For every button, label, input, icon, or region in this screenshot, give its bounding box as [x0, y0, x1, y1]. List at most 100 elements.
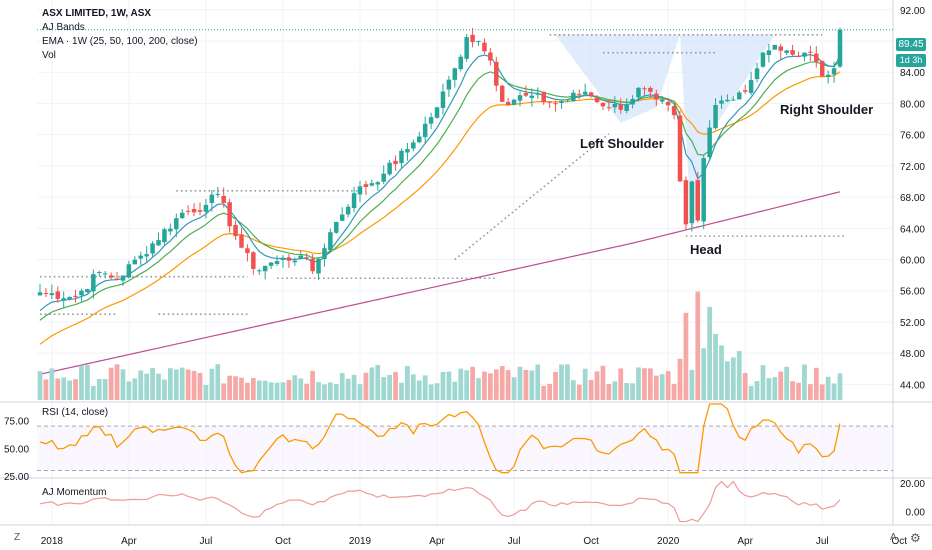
candle-body	[262, 265, 268, 272]
candle-body	[73, 295, 78, 297]
candles	[37, 27, 843, 309]
volume-bar	[565, 364, 570, 400]
candle-body	[814, 53, 819, 62]
volume-bar	[772, 377, 778, 400]
volume-bar	[766, 378, 772, 400]
volume-bar	[505, 370, 511, 400]
candle-body	[802, 52, 807, 57]
auto-scale-button[interactable]: A	[890, 532, 897, 543]
price-tick-label: 76.00	[900, 131, 925, 142]
candle-body	[535, 93, 541, 95]
volume-bar	[185, 369, 191, 400]
volume-bar	[322, 384, 327, 400]
candle-body	[618, 104, 623, 110]
volume-bar	[67, 380, 72, 400]
price-tick-label: 92.00	[900, 6, 925, 17]
candle-body	[737, 92, 742, 100]
rsi-line	[39, 403, 841, 474]
candle-body	[837, 29, 843, 67]
volume-bar	[695, 291, 701, 400]
candle-body	[411, 142, 416, 149]
volume-bar	[239, 377, 244, 400]
time-tick-label: Oct	[275, 536, 291, 547]
candle-body	[351, 193, 357, 208]
candle-body	[85, 289, 90, 293]
volume-bar	[642, 368, 647, 400]
volume-bar	[719, 345, 724, 400]
candle-body	[571, 92, 576, 102]
candle-body	[245, 248, 250, 253]
vol-legend[interactable]: Vol	[42, 50, 56, 61]
candle-body	[440, 91, 446, 108]
symbol-title: ASX LIMITED, 1W, ASX	[42, 8, 152, 19]
volume-bar	[375, 365, 381, 400]
volume-bar	[594, 371, 600, 400]
left-shoulder-area	[555, 34, 680, 123]
time-tick-label: Jul	[200, 536, 213, 547]
volume-bar	[61, 377, 67, 400]
candle-body	[61, 298, 66, 301]
volume-bar	[162, 379, 167, 400]
candle-body	[553, 103, 558, 105]
volume-bar	[742, 372, 748, 400]
volume-bar	[434, 383, 440, 400]
volume-bar	[363, 372, 369, 400]
volume-bar	[541, 385, 547, 400]
time-tick-label: 2020	[657, 536, 680, 547]
last-price-tag: 89.45	[896, 38, 926, 51]
volume-bar	[203, 385, 209, 400]
volume-bar	[808, 384, 813, 400]
volume-bar	[707, 306, 712, 400]
volume-bar	[345, 378, 351, 400]
rsi-legend[interactable]: RSI (14, close)	[42, 407, 109, 418]
volume-bar	[405, 365, 410, 400]
momentum-legend[interactable]: AJ Momentum	[42, 487, 107, 498]
volume-bar	[813, 367, 819, 400]
volume-bar	[351, 374, 357, 400]
candle-body	[677, 115, 683, 182]
volume-bar	[268, 382, 274, 400]
candle-body	[784, 50, 789, 54]
volume-bar	[132, 378, 138, 400]
candle-body	[334, 221, 339, 233]
zoom-button[interactable]: Z	[14, 532, 21, 543]
candle-body	[144, 254, 149, 257]
candle-body	[796, 55, 801, 57]
candle-body	[322, 248, 327, 260]
volume-bar	[144, 373, 150, 400]
left-shoulder-label: Left Shoulder	[580, 136, 664, 151]
price-tick-label: 80.00	[900, 99, 925, 110]
volume-bar	[612, 381, 618, 400]
candle-body	[529, 95, 535, 98]
volume-bar	[316, 382, 321, 400]
candle-body	[37, 292, 43, 296]
candle-body	[120, 275, 126, 281]
volume-bar	[96, 379, 102, 400]
candle-body	[67, 296, 72, 300]
candle-body	[612, 103, 618, 108]
volume-bar	[482, 371, 487, 400]
countdown-tag: 1d 3h	[896, 54, 926, 67]
candle-body	[689, 181, 695, 224]
candle-body	[577, 93, 582, 95]
volume-bar	[588, 379, 594, 400]
candle-body	[464, 37, 469, 59]
candle-body	[316, 258, 321, 274]
candle-body	[49, 293, 55, 296]
volume-bar	[233, 376, 238, 400]
settings-icon[interactable]: ⚙	[910, 531, 921, 545]
volume-bar	[446, 371, 452, 400]
volume-bar	[215, 364, 221, 400]
bands-legend[interactable]: AJ Bands	[42, 22, 85, 33]
candle-body	[505, 101, 511, 106]
candle-body	[671, 106, 677, 116]
volume-bar	[837, 373, 843, 400]
volume-bar	[43, 379, 49, 400]
candle-body	[659, 99, 665, 102]
candle-body	[499, 85, 505, 102]
ema-legend[interactable]: EMA · 1W (25, 50, 100, 200, close)	[42, 36, 198, 47]
candle-body	[494, 61, 499, 86]
volume-bar	[191, 370, 197, 400]
volume-bar	[570, 380, 576, 400]
